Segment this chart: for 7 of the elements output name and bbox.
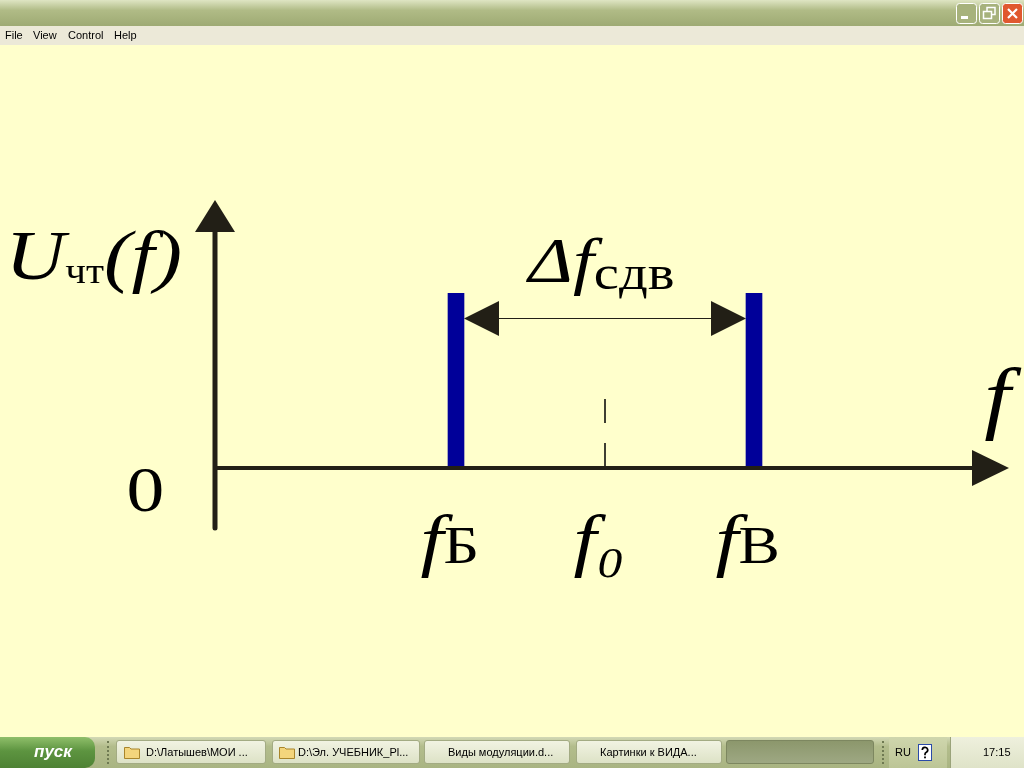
x-axis-title: f xyxy=(983,353,1023,441)
y-axis-title: U$_{чт}$(f) xyxy=(5,217,184,295)
menu-bar: File View Control Help xyxy=(0,26,1024,45)
taskbar: пуск D:\Латышев\МОИ ... D:\Эл. УЧЕБНИК_Pl... Виды модуляции.d... Картинки к ВИДА... RU 17:15 xyxy=(0,737,1024,768)
x-tick-label: f₀ xyxy=(572,501,626,579)
text: 0 xyxy=(125,454,166,526)
annotation: Δf$_{сдв}$ xyxy=(525,225,676,300)
